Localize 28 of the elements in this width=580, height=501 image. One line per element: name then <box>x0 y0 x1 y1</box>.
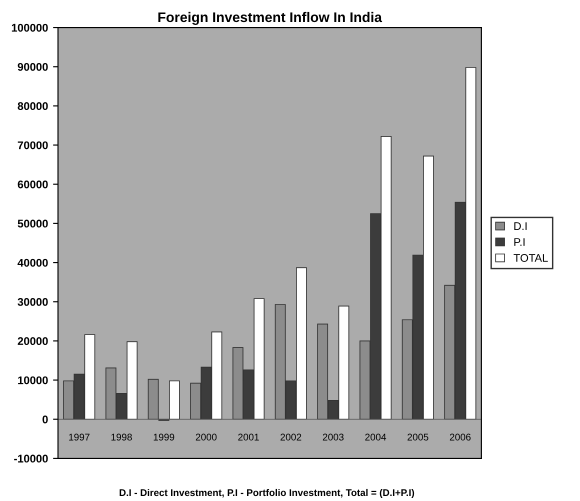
y-tick-label: 40000 <box>18 258 48 267</box>
y-tick-label: 80000 <box>18 102 48 110</box>
x-tick-label: 2000 <box>196 434 217 441</box>
x-tick-label: 2001 <box>238 434 259 441</box>
x-tick-label: 2004 <box>365 434 386 441</box>
y-tick-label: 90000 <box>18 62 48 71</box>
text: D.I - Direct Investment, P.I - Portfolio Investment, Total = (D.I+P.I) <box>120 488 414 498</box>
y-tick-label: 30000 <box>18 298 48 306</box>
legend-label: TOTAL <box>514 254 548 262</box>
x-tick-label: 1998 <box>111 434 132 441</box>
x-tick-label: 2005 <box>408 434 428 441</box>
legend-label: P.I <box>514 238 525 246</box>
y-tick-label: 70000 <box>18 141 48 150</box>
legend-label: D.I <box>514 222 527 230</box>
bar <box>148 378 159 420</box>
x-tick-label: 1997 <box>69 434 90 441</box>
chart-title: Foreign Investment Inflow In India <box>158 12 382 25</box>
x-tick-label: 2002 <box>280 434 302 441</box>
x-tick-label: 2003 <box>322 434 344 441</box>
x-tick-label: 1999 <box>154 434 174 441</box>
y-tick-label: 100000 <box>12 24 48 32</box>
y-tick-label: 60000 <box>18 180 48 188</box>
y-tick-label: 10000 <box>18 376 48 384</box>
y-tick-label: -10000 <box>14 454 48 463</box>
y-tick-label: 0 <box>42 416 48 424</box>
y-tick-label: 20000 <box>18 337 48 346</box>
x-tick-label: 2006 <box>450 434 471 441</box>
y-tick-label: 50000 <box>18 220 48 228</box>
